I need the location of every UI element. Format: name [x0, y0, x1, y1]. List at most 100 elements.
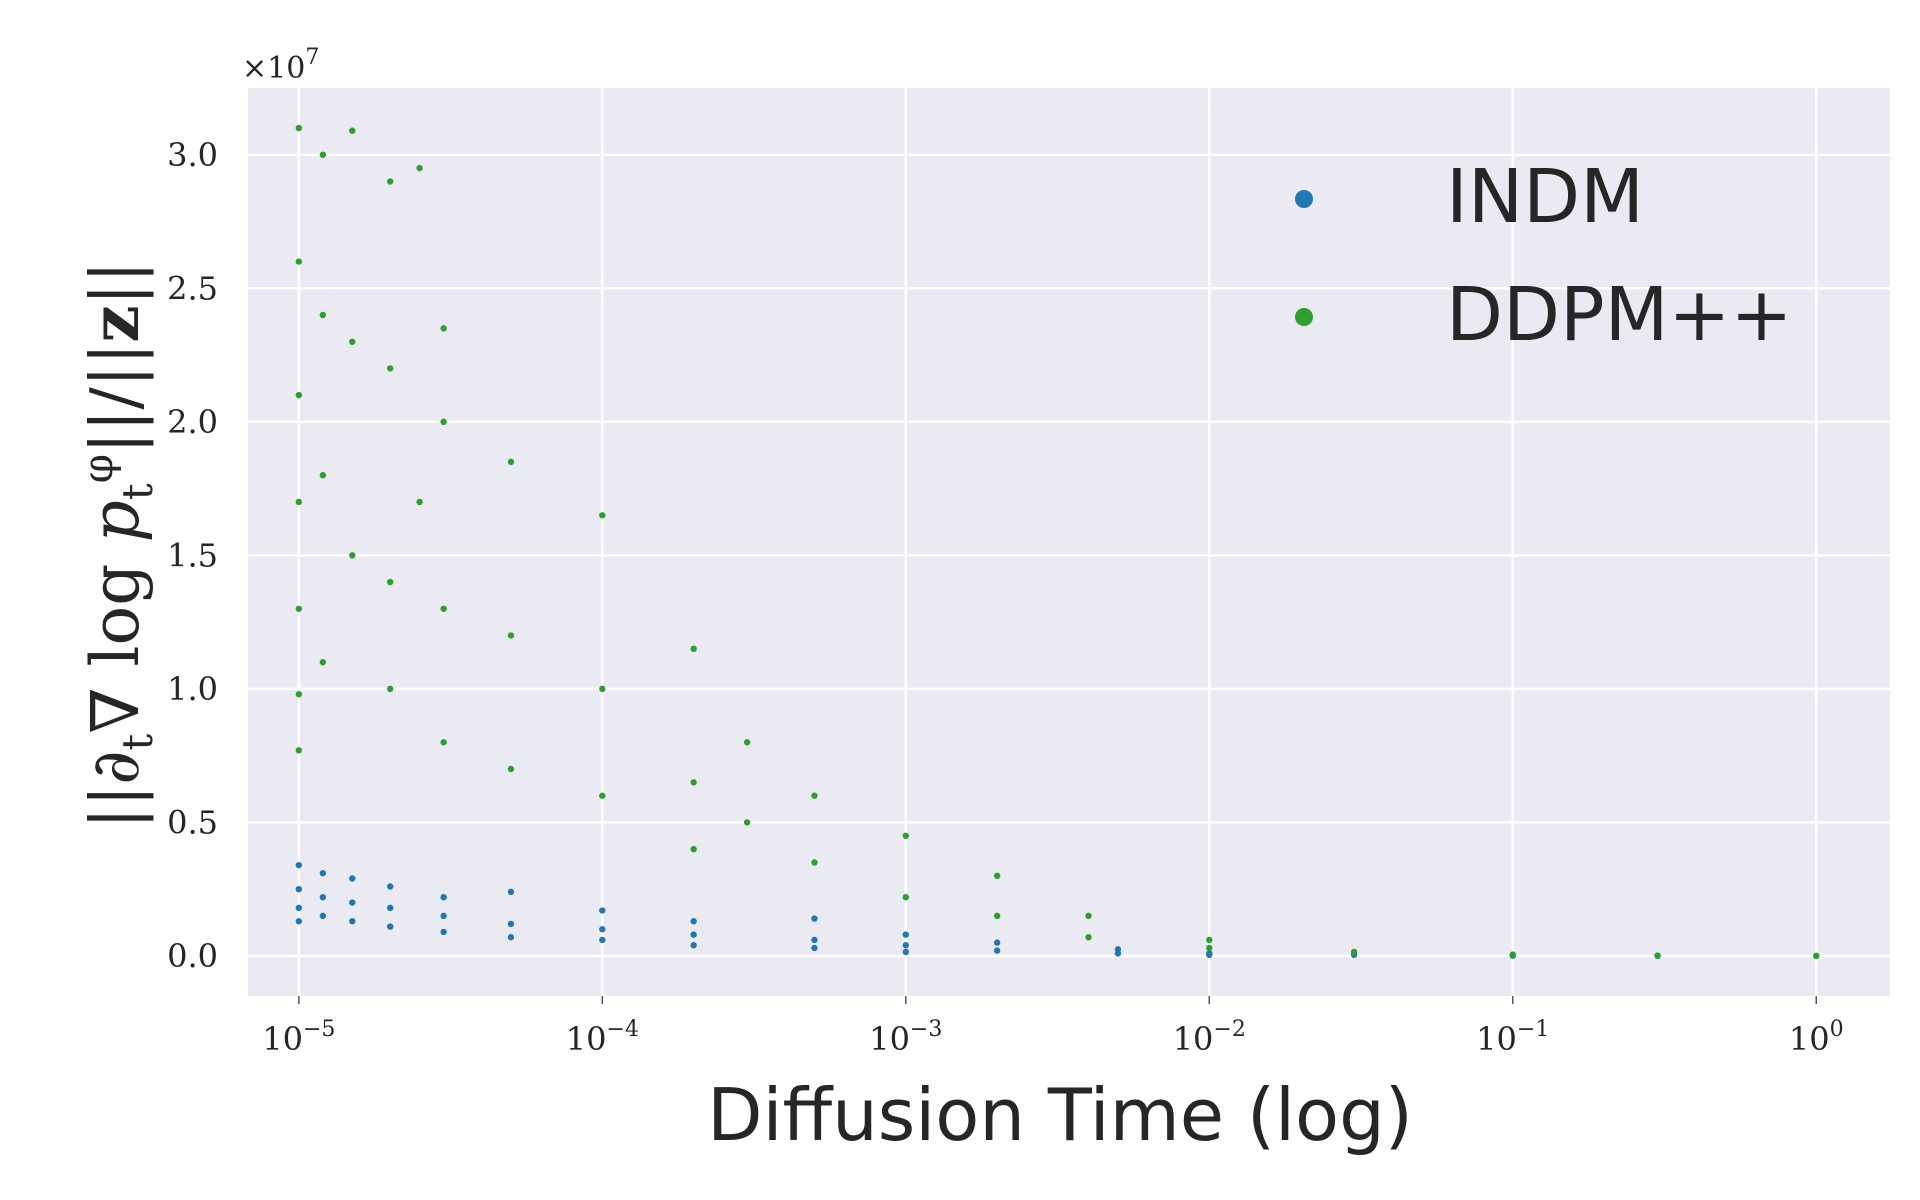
legend-marker-ddpm [1295, 308, 1313, 326]
point-ddpm [1206, 936, 1213, 944]
point-indm [902, 942, 909, 949]
point-ddpm [295, 691, 303, 698]
point-indm [1206, 951, 1213, 959]
point-ddpm [295, 258, 303, 265]
point-ddpm [295, 605, 303, 612]
point-ddpm [507, 765, 515, 773]
point-ddpm [295, 391, 303, 399]
point-indm [440, 893, 447, 901]
point-ddpm [349, 338, 356, 345]
point-ddpm [1085, 934, 1092, 941]
point-indm [386, 904, 394, 912]
point-indm [295, 885, 303, 893]
point-ddpm [386, 685, 394, 693]
point-ddpm [295, 498, 303, 506]
point-ddpm [1813, 952, 1820, 960]
point-ddpm [319, 311, 327, 319]
point-ddpm [349, 127, 356, 134]
point-ddpm [993, 872, 1001, 880]
point-ddpm [386, 178, 394, 185]
point-indm [295, 918, 303, 925]
point-indm [386, 923, 394, 930]
point-indm [507, 888, 515, 896]
x-tick-label: 100 [1789, 1017, 1844, 1058]
point-ddpm [319, 658, 327, 666]
point-ddpm [1085, 912, 1092, 920]
point-indm [295, 904, 303, 912]
point-indm [811, 915, 818, 922]
legend: INDM DDPM++ [1295, 154, 1792, 358]
y-tick-label: 1.0 [167, 670, 218, 708]
x-axis-label: Diffusion Time (log) [707, 1073, 1413, 1157]
y-tick-label: 2.0 [167, 403, 218, 441]
point-indm [349, 918, 356, 925]
point-ddpm [743, 819, 751, 826]
point-ddpm [416, 164, 423, 172]
point-ddpm [902, 893, 909, 901]
point-indm [690, 942, 697, 949]
y-tick-label: 2.5 [167, 269, 218, 307]
y-tick-label: 1.5 [167, 536, 218, 574]
point-indm [690, 931, 697, 938]
point-ddpm [349, 552, 356, 559]
y-tick-label: 0.5 [167, 803, 218, 841]
point-ddpm [1350, 948, 1358, 956]
x-tick-label: 10−4 [566, 1017, 639, 1058]
point-indm [319, 893, 327, 901]
point-ddpm [440, 739, 447, 746]
y-axis-ticks: 0.0 0.5 1.0 1.5 2.0 2.5 3.0 [167, 136, 218, 975]
point-ddpm [416, 498, 423, 506]
point-ddpm [295, 124, 303, 132]
point-ddpm [440, 418, 447, 426]
point-indm [811, 936, 818, 944]
point-indm [319, 912, 327, 920]
point-indm [811, 944, 818, 952]
point-ddpm [599, 512, 606, 519]
point-ddpm [902, 832, 909, 839]
point-ddpm [1509, 951, 1516, 958]
point-ddpm [1654, 952, 1661, 959]
x-tick-label: 10−1 [1476, 1017, 1549, 1058]
point-ddpm [811, 792, 818, 799]
x-tick-label: 10−2 [1173, 1017, 1246, 1058]
point-ddpm [690, 779, 697, 786]
series-ddpm-points [295, 124, 1820, 960]
point-ddpm [319, 472, 327, 479]
y-tick-label: 0.0 [167, 937, 218, 975]
point-indm [295, 861, 303, 869]
y-tick-label: 3.0 [167, 136, 218, 174]
point-ddpm [386, 578, 394, 586]
x-axis-ticks: 10−5 10−4 10−3 10−2 10−1 100 [262, 996, 1844, 1058]
point-ddpm [993, 912, 1001, 920]
legend-marker-indm [1295, 190, 1313, 208]
point-indm [993, 939, 1001, 946]
point-indm [386, 883, 394, 890]
point-ddpm [319, 151, 327, 158]
x-tick-label: 10−3 [869, 1017, 942, 1058]
point-ddpm [295, 747, 303, 754]
plot-area [248, 88, 1890, 996]
y-axis-label: ||∂t∇ log ptφ||/||z|| [73, 261, 162, 829]
y-multiplier: ×107 [242, 45, 319, 86]
point-indm [507, 920, 515, 928]
point-indm [349, 899, 356, 906]
x-tick-label: 10−5 [262, 1017, 335, 1058]
point-ddpm [386, 365, 394, 372]
point-indm [440, 912, 447, 920]
point-ddpm [507, 632, 515, 639]
point-ddpm [690, 845, 697, 853]
point-indm [349, 875, 356, 882]
point-indm [902, 931, 909, 938]
point-indm [690, 918, 697, 925]
point-ddpm [599, 792, 606, 799]
grid-lines [248, 88, 1890, 996]
point-ddpm [507, 458, 515, 466]
legend-label-ddpm: DDPM++ [1446, 272, 1792, 358]
point-ddpm [1206, 944, 1213, 952]
point-ddpm [811, 859, 818, 866]
point-indm [993, 947, 1001, 954]
point-indm [1114, 950, 1122, 957]
point-ddpm [599, 685, 606, 693]
point-ddpm [440, 325, 447, 332]
point-ddpm [690, 645, 697, 653]
